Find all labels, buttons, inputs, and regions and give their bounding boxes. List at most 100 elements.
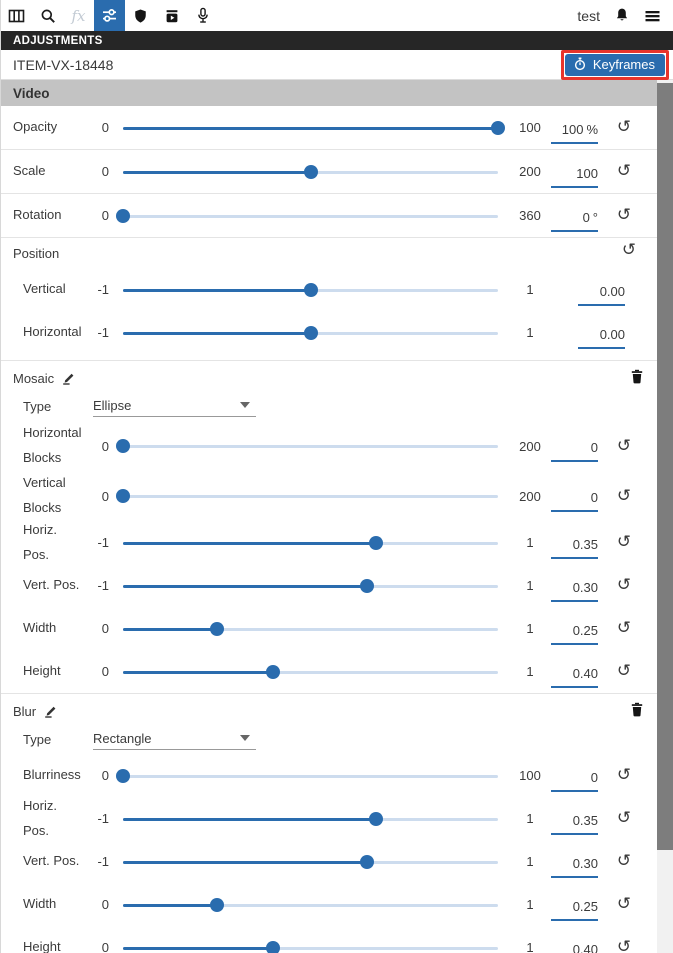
vertical-scrollbar[interactable]	[657, 50, 673, 953]
delete-effect-icon[interactable]	[631, 702, 643, 722]
slider-thumb[interactable]	[369, 811, 384, 826]
reset-icon[interactable]: ↺	[616, 808, 632, 828]
value-input[interactable]: 0.00	[578, 284, 625, 306]
row-label: Opacity	[13, 119, 58, 135]
slider-thumb[interactable]	[266, 940, 280, 953]
value-input[interactable]: 0 °	[551, 210, 598, 232]
slider-track[interactable]	[123, 621, 498, 636]
value-input[interactable]: 100%	[551, 122, 598, 144]
row-label: Width	[23, 896, 57, 912]
basic-adjustments-section: Opacity 0 100 100% ↺ Scale 0 200 100 ↺ Rotation 0 36…	[1, 106, 673, 238]
value-input[interactable]: 0	[551, 440, 598, 462]
edit-icon[interactable]	[61, 371, 76, 385]
columns-layout-icon[interactable]	[1, 0, 32, 31]
value-input[interactable]: 0.35	[551, 813, 598, 835]
slider-thumb[interactable]	[116, 439, 130, 453]
reset-icon[interactable]: ↺	[616, 532, 632, 552]
username-label[interactable]: test	[577, 7, 600, 24]
slider-track[interactable]	[123, 120, 505, 135]
reset-icon[interactable]: ↺	[616, 435, 632, 456]
value-unit: °	[592, 209, 598, 225]
microphone-icon[interactable]	[187, 0, 218, 31]
value-input[interactable]: 0.40	[551, 666, 598, 688]
reset-icon[interactable]: ↺	[616, 575, 632, 595]
type-dropdown[interactable]: Ellipse	[93, 398, 256, 417]
slider-track[interactable]	[123, 535, 498, 550]
slider-row: Vertical Blocks 0 200 0 ↺	[1, 471, 673, 521]
slider-thumb[interactable]	[303, 325, 318, 340]
value-input[interactable]: 0	[551, 770, 598, 792]
slider-track[interactable]	[116, 208, 498, 223]
slider-min-label: 0	[101, 488, 109, 504]
type-dropdown[interactable]: Rectangle	[93, 731, 256, 750]
group-reset-icon[interactable]: ↺	[621, 240, 637, 260]
shield-icon[interactable]	[125, 0, 156, 31]
slider-max-label: 200	[519, 438, 541, 454]
reset-icon[interactable]: ↺	[616, 117, 632, 137]
slider-track[interactable]	[116, 439, 498, 453]
slider-row: Scale 0 200 100 ↺	[1, 150, 673, 194]
menu-hamburger-icon[interactable]	[644, 8, 661, 24]
notifications-bell-icon[interactable]	[614, 7, 630, 24]
slider-track[interactable]	[116, 489, 498, 503]
reset-icon[interactable]: ↺	[616, 851, 632, 871]
reset-icon[interactable]: ↺	[616, 205, 632, 225]
reset-icon[interactable]: ↺	[616, 937, 632, 953]
slider-min-label: 0	[101, 208, 109, 223]
slider-thumb[interactable]	[209, 897, 224, 912]
slider-thumb[interactable]	[116, 208, 130, 223]
value-input[interactable]: 100	[551, 166, 598, 188]
value-input[interactable]: 0.25	[551, 899, 598, 921]
slider-track[interactable]	[123, 664, 498, 679]
reset-icon[interactable]: ↺	[616, 661, 632, 681]
slider-thumb[interactable]	[209, 621, 224, 636]
reset-icon[interactable]: ↺	[616, 161, 632, 181]
slider-thumb[interactable]	[359, 578, 374, 593]
row-label: Horizontal Blocks	[23, 425, 82, 465]
reset-icon[interactable]: ↺	[616, 485, 632, 506]
slider-thumb[interactable]	[303, 164, 318, 179]
slider-track[interactable]	[116, 768, 498, 783]
adjustments-tab-icon-active[interactable]	[94, 0, 125, 31]
value-input[interactable]: 0	[551, 490, 598, 512]
slider-thumb[interactable]	[116, 768, 130, 783]
slider-track[interactable]	[123, 811, 498, 826]
reset-icon[interactable]: ↺	[616, 765, 632, 785]
slider-track[interactable]	[123, 325, 498, 340]
slider-track[interactable]	[123, 897, 498, 912]
keyframes-button[interactable]: Keyframes	[564, 53, 665, 76]
slider-thumb[interactable]	[116, 489, 130, 503]
slider-min-label: 0	[101, 940, 109, 953]
value-input[interactable]: 0.00	[578, 327, 625, 349]
slider-row: Blurriness 0 100 0 ↺	[1, 754, 673, 797]
reset-icon[interactable]: ↺	[616, 894, 632, 914]
slider-max-label: 200	[519, 488, 541, 504]
search-icon[interactable]	[32, 0, 63, 31]
row-label: Vertical Blocks	[23, 475, 66, 515]
slider-track[interactable]	[123, 282, 498, 297]
value-input[interactable]: 0.30	[551, 856, 598, 878]
reset-icon[interactable]: ↺	[616, 618, 632, 638]
slider-track[interactable]	[123, 164, 498, 179]
slider-thumb[interactable]	[266, 664, 280, 679]
delete-effect-icon[interactable]	[631, 369, 643, 389]
slider-min-label: 0	[101, 664, 109, 679]
scrollbar-thumb[interactable]	[657, 83, 673, 850]
slider-track[interactable]	[123, 940, 498, 953]
value-input[interactable]: 0.35	[551, 537, 598, 559]
slider-row: Height 0 1 0.40 ↺	[1, 926, 673, 953]
slider-track[interactable]	[123, 854, 498, 869]
slider-thumb[interactable]	[491, 120, 505, 135]
value-input[interactable]: 0.40	[551, 942, 598, 953]
slider-track[interactable]	[123, 578, 498, 593]
value-input[interactable]: 0.30	[551, 580, 598, 602]
item-header-row: ITEM-VX-18448 Keyframes	[1, 49, 673, 80]
slider-thumb[interactable]	[369, 535, 384, 550]
effects-icon[interactable]: fx	[71, 6, 86, 25]
value-input[interactable]: 0.25	[551, 623, 598, 645]
slider-thumb[interactable]	[303, 282, 318, 297]
slider-thumb[interactable]	[359, 854, 374, 869]
item-id-label: ITEM-VX-18448	[13, 56, 114, 73]
edit-icon[interactable]	[43, 704, 58, 718]
export-archive-icon[interactable]	[156, 0, 187, 31]
